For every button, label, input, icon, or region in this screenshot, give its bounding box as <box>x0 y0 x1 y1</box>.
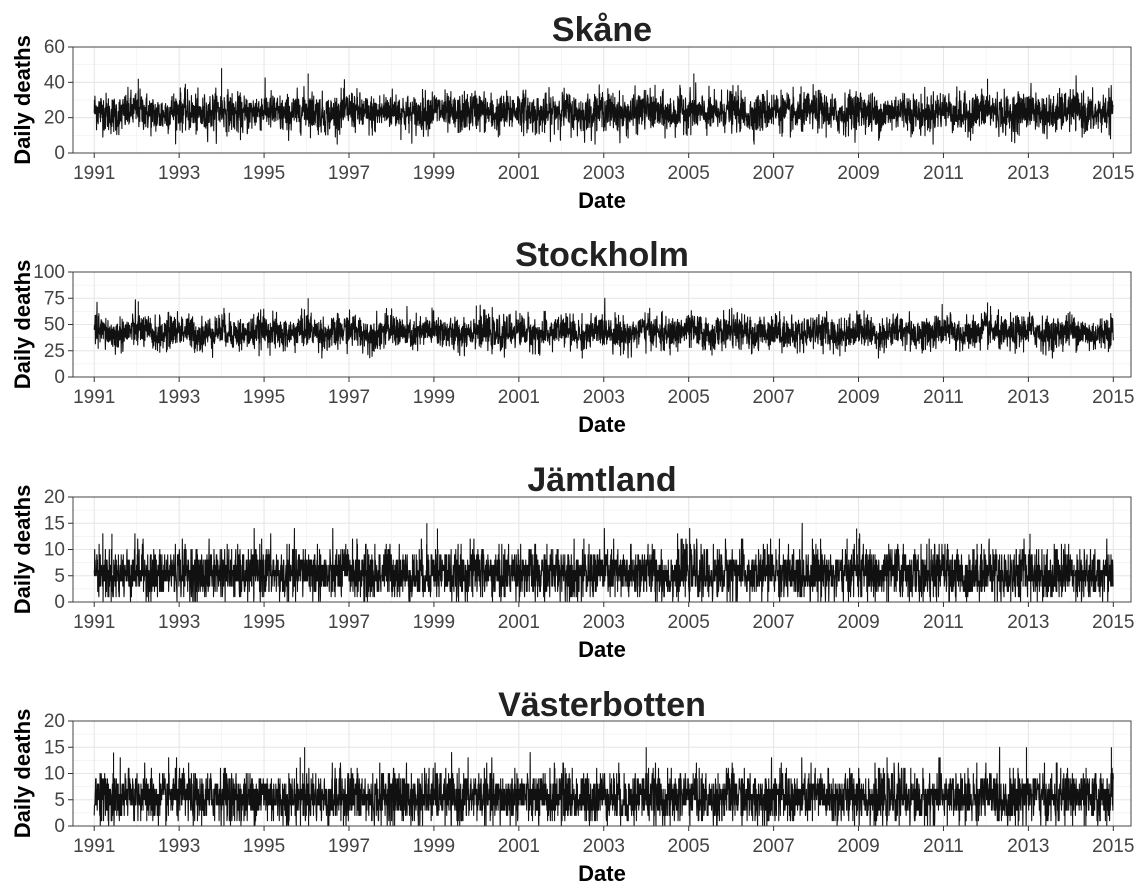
x-tick-label: 1991 <box>73 836 115 857</box>
x-tick-label: 2011 <box>923 387 964 408</box>
y-tick-label: 10 <box>44 540 65 561</box>
panel-title: Västerbotten <box>498 686 706 724</box>
y-tick-label: 10 <box>44 764 65 785</box>
x-tick-label: 2001 <box>498 387 540 408</box>
x-tick-label: 1993 <box>158 163 200 184</box>
x-tick-label: 1999 <box>413 163 455 184</box>
x-tick-label: 1995 <box>243 387 285 408</box>
x-axis-title: Date <box>578 861 626 886</box>
x-tick-label: 1991 <box>73 387 115 408</box>
y-tick-label: 25 <box>44 341 65 362</box>
x-tick-label: 2005 <box>668 612 710 633</box>
panel-title: Jämtland <box>527 461 676 499</box>
x-tick-label: 2007 <box>752 163 794 184</box>
y-tick-label: 0 <box>54 143 65 164</box>
y-tick-label: 0 <box>54 592 65 613</box>
panel-title: Skåne <box>552 11 652 49</box>
x-tick-label: 2009 <box>837 387 879 408</box>
y-tick-label: 5 <box>54 566 65 587</box>
y-tick-label: 50 <box>44 315 65 336</box>
x-tick-label: 2003 <box>583 163 625 184</box>
y-tick-label: 20 <box>44 487 65 508</box>
y-tick-label: 20 <box>44 108 65 129</box>
x-tick-label: 1999 <box>413 387 455 408</box>
x-tick-label: 2013 <box>1007 836 1049 857</box>
panel-1: 0 25 50 75 100 1991 1993 1995 1997 1999 2001 2003 20… <box>10 236 1134 437</box>
y-axis-title: Daily deaths <box>10 35 35 165</box>
panel-border <box>72 46 1132 154</box>
x-tick-label: 1991 <box>73 612 115 633</box>
y-tick-label: 0 <box>54 367 65 388</box>
y-tick-label: 75 <box>44 288 65 309</box>
series-0-line <box>93 746 1114 827</box>
x-axis-title: Date <box>578 412 626 437</box>
x-tick-label: 2009 <box>837 163 879 184</box>
y-tick-label: 5 <box>54 790 65 811</box>
x-tick-label: 2003 <box>583 612 625 633</box>
panel-2: 0 5 10 15 20 1991 1993 1995 1997 1999 2001 2003 2005… <box>10 461 1134 662</box>
y-tick-label: 0 <box>54 816 65 837</box>
x-tick-label: 2001 <box>498 163 540 184</box>
x-axis-title: Date <box>578 188 626 213</box>
x-tick-label: 1995 <box>243 612 285 633</box>
x-tick-label: 1993 <box>158 612 200 633</box>
x-tick-label: 2007 <box>752 612 794 633</box>
x-tick-label: 2001 <box>498 836 540 857</box>
x-tick-label: 1997 <box>328 163 370 184</box>
y-tick-label: 100 <box>33 262 65 283</box>
x-tick-label: 1993 <box>158 836 200 857</box>
x-tick-label: 1997 <box>328 612 370 633</box>
y-axis-title: Daily deaths <box>10 260 35 390</box>
x-tick-label: 2003 <box>583 836 625 857</box>
x-tick-label: 2011 <box>923 836 964 857</box>
panel-0: 0 20 40 60 1991 1993 1995 1997 1999 2001 2003 2005 2… <box>10 11 1134 213</box>
x-tick-label: 2007 <box>752 836 794 857</box>
x-tick-label: 2015 <box>1092 387 1134 408</box>
x-tick-label: 1991 <box>73 163 115 184</box>
x-tick-label: 2005 <box>668 163 710 184</box>
x-tick-label: 1993 <box>158 387 200 408</box>
series-0-line <box>93 522 1114 603</box>
x-tick-label: 2009 <box>837 836 879 857</box>
x-tick-label: 2001 <box>498 612 540 633</box>
x-tick-label: 2011 <box>923 612 964 633</box>
x-tick-label: 2005 <box>668 387 710 408</box>
y-tick-label: 40 <box>44 72 65 93</box>
panel-title: Stockholm <box>515 236 689 274</box>
x-tick-label: 2005 <box>668 836 710 857</box>
x-tick-label: 2007 <box>752 387 794 408</box>
panel-3: 0 5 10 15 20 1991 1993 1995 1997 1999 2001 2003 2005… <box>10 686 1134 886</box>
x-tick-label: 2015 <box>1092 836 1134 857</box>
series-0-line <box>93 75 1114 145</box>
x-tick-label: 2015 <box>1092 612 1134 633</box>
y-tick-label: 20 <box>44 711 65 732</box>
x-tick-label: 1995 <box>243 163 285 184</box>
x-axis-title: Date <box>578 637 626 662</box>
x-tick-label: 1999 <box>413 612 455 633</box>
y-tick-label: 60 <box>44 37 65 58</box>
x-tick-label: 1995 <box>243 836 285 857</box>
y-axis-title: Daily deaths <box>10 709 35 839</box>
x-tick-label: 2011 <box>923 163 964 184</box>
series-0-line <box>93 297 1114 359</box>
x-tick-label: 2013 <box>1007 387 1049 408</box>
x-tick-label: 2013 <box>1007 163 1049 184</box>
x-tick-label: 1997 <box>328 387 370 408</box>
x-tick-label: 2009 <box>837 612 879 633</box>
x-tick-label: 2013 <box>1007 612 1049 633</box>
x-tick-label: 1997 <box>328 836 370 857</box>
y-tick-label: 15 <box>44 513 65 534</box>
x-tick-label: 1999 <box>413 836 455 857</box>
y-tick-label: 15 <box>44 737 65 758</box>
x-tick-label: 2015 <box>1092 163 1134 184</box>
y-axis-title: Daily deaths <box>10 485 35 615</box>
x-tick-label: 2003 <box>583 387 625 408</box>
